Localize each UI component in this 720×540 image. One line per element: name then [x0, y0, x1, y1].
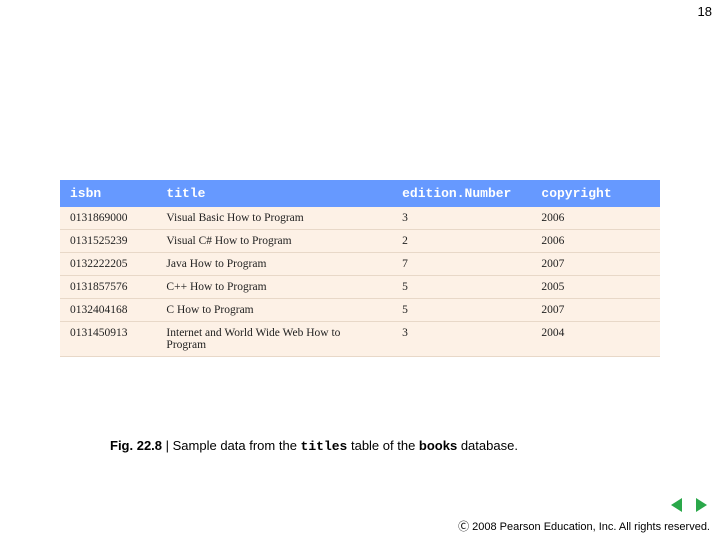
- copyright-symbol: Ⓒ: [458, 521, 469, 533]
- cell-isbn: 0132404168: [60, 299, 156, 322]
- cell-title: Internet and World Wide Web How to Progr…: [156, 322, 392, 357]
- nav-arrows: [668, 496, 710, 514]
- col-header-editionnumber: edition.Number: [392, 180, 531, 207]
- cell-edition: 5: [392, 276, 531, 299]
- cell-title: Visual C# How to Program: [156, 230, 392, 253]
- cell-edition: 5: [392, 299, 531, 322]
- caption-text-2: table of the: [347, 438, 419, 453]
- caption-code-titles: titles: [301, 439, 348, 454]
- prev-slide-button[interactable]: [668, 496, 686, 514]
- col-header-copyright: copyright: [531, 180, 660, 207]
- cell-title: C How to Program: [156, 299, 392, 322]
- cell-copyright: 2004: [531, 322, 660, 357]
- cell-copyright: 2006: [531, 207, 660, 230]
- copyright-text: 2008 Pearson Education, Inc. All rights …: [469, 521, 710, 533]
- titles-table-container: isbn title edition.Number copyright 0131…: [60, 180, 660, 357]
- cell-copyright: 2007: [531, 253, 660, 276]
- table-header-row: isbn title edition.Number copyright: [60, 180, 660, 207]
- cell-edition: 2: [392, 230, 531, 253]
- cell-isbn: 0131525239: [60, 230, 156, 253]
- cell-copyright: 2005: [531, 276, 660, 299]
- cell-title: Java How to Program: [156, 253, 392, 276]
- page-number: 18: [698, 4, 712, 19]
- cell-edition: 3: [392, 322, 531, 357]
- figure-caption: Fig. 22.8 | Sample data from the titles …: [110, 438, 518, 454]
- caption-text-1: Sample data from the: [173, 438, 301, 453]
- table-row: 0131857576 C++ How to Program 5 2005: [60, 276, 660, 299]
- cell-isbn: 0131857576: [60, 276, 156, 299]
- table-row: 0131450913 Internet and World Wide Web H…: [60, 322, 660, 357]
- next-slide-button[interactable]: [692, 496, 710, 514]
- cell-copyright: 2006: [531, 230, 660, 253]
- figure-label: Fig. 22.8: [110, 438, 162, 453]
- cell-edition: 7: [392, 253, 531, 276]
- caption-text-3: database.: [457, 438, 518, 453]
- cell-title: C++ How to Program: [156, 276, 392, 299]
- cell-isbn: 0131869000: [60, 207, 156, 230]
- table-row: 0131869000 Visual Basic How to Program 3…: [60, 207, 660, 230]
- cell-isbn: 0132222205: [60, 253, 156, 276]
- caption-bold-books: books: [419, 438, 457, 453]
- col-header-isbn: isbn: [60, 180, 156, 207]
- table-row: 0131525239 Visual C# How to Program 2 20…: [60, 230, 660, 253]
- table-row: 0132404168 C How to Program 5 2007: [60, 299, 660, 322]
- cell-title: Visual Basic How to Program: [156, 207, 392, 230]
- caption-sep: |: [162, 438, 173, 453]
- cell-copyright: 2007: [531, 299, 660, 322]
- table-row: 0132222205 Java How to Program 7 2007: [60, 253, 660, 276]
- footer-copyright: Ⓒ 2008 Pearson Education, Inc. All right…: [458, 518, 710, 534]
- col-header-title: title: [156, 180, 392, 207]
- cell-edition: 3: [392, 207, 531, 230]
- cell-isbn: 0131450913: [60, 322, 156, 357]
- titles-table: isbn title edition.Number copyright 0131…: [60, 180, 660, 357]
